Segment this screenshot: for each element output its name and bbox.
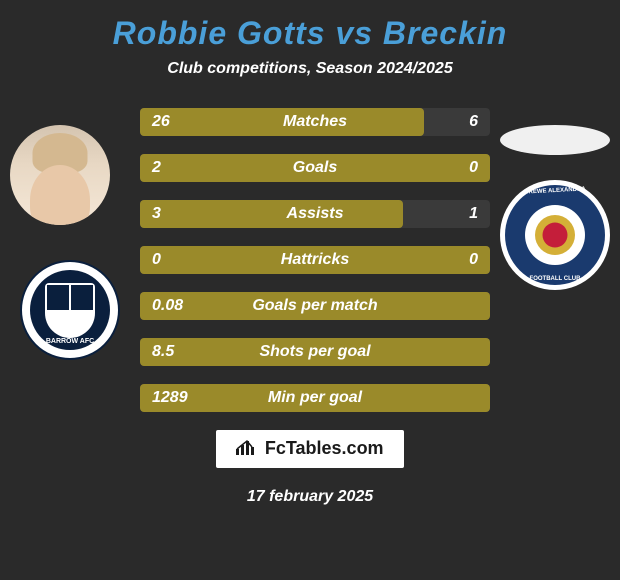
player2-club-badge: CREWE ALEXANDRA FOOTBALL CLUB — [500, 180, 610, 290]
player1-club-badge: BARROW AFC — [20, 260, 120, 360]
stat-value-player1: 0.08 — [152, 297, 183, 315]
player2-club-name-bottom: FOOTBALL CLUB — [505, 276, 605, 282]
stat-row: 0.08 Goals per match — [140, 292, 490, 320]
stat-value-player1: 26 — [152, 113, 170, 131]
stat-row: 3 Assists 1 — [140, 200, 490, 228]
stat-row: 8.5 Shots per goal — [140, 338, 490, 366]
stat-value-player1: 0 — [152, 251, 161, 269]
stat-label: Min per goal — [268, 389, 362, 407]
stat-label: Assists — [287, 205, 344, 223]
stat-label: Goals per match — [252, 297, 377, 315]
stat-row: 26 Matches 6 — [140, 108, 490, 136]
stat-value-player2: 6 — [469, 113, 478, 131]
stat-row: 1289 Min per goal — [140, 384, 490, 412]
stat-value-player2: 0 — [469, 159, 478, 177]
footer-date: 17 february 2025 — [10, 488, 610, 506]
stat-label: Hattricks — [281, 251, 349, 269]
stat-value-player2: 0 — [469, 251, 478, 269]
chart-icon — [236, 439, 256, 460]
stat-row: 2 Goals 0 — [140, 154, 490, 182]
stat-value-player1: 3 — [152, 205, 161, 223]
footer-brand-text: FcTables.com — [265, 438, 384, 458]
comparison-card: Robbie Gotts vs Breckin Club competition… — [0, 0, 620, 580]
comparison-subtitle: Club competitions, Season 2024/2025 — [10, 60, 610, 78]
player2-photo-placeholder — [500, 125, 610, 155]
stat-value-player1: 8.5 — [152, 343, 174, 361]
stat-value-player2: 1 — [469, 205, 478, 223]
player1-photo — [10, 125, 110, 225]
stat-label: Matches — [283, 113, 347, 131]
player2-club-name-top: CREWE ALEXANDRA — [505, 185, 605, 196]
stat-label: Goals — [293, 159, 337, 177]
footer-brand-container: FcTables.com — [10, 430, 610, 468]
stat-value-player1: 1289 — [152, 389, 188, 407]
stat-row: 0 Hattricks 0 — [140, 246, 490, 274]
stat-value-player1: 2 — [152, 159, 161, 177]
player1-club-name: BARROW AFC — [30, 338, 110, 345]
stat-label: Shots per goal — [259, 343, 370, 361]
comparison-title: Robbie Gotts vs Breckin — [10, 15, 610, 52]
stats-list: 26 Matches 6 2 Goals 0 3 Assists 1 0 Hat… — [140, 108, 490, 412]
stat-fill-bar — [140, 108, 424, 136]
stat-fill-bar — [140, 200, 403, 228]
footer-brand-box: FcTables.com — [216, 430, 403, 468]
